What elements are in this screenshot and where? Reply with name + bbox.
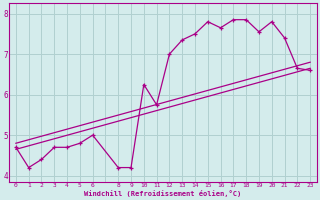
X-axis label: Windchill (Refroidissement éolien,°C): Windchill (Refroidissement éolien,°C)	[84, 190, 242, 197]
